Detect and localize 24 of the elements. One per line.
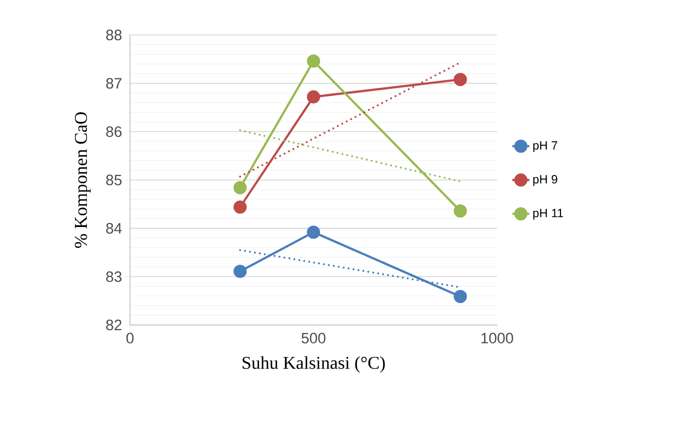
- legend-label: pH 7: [533, 141, 558, 152]
- y-axis-title: % Komponen CaO: [74, 112, 91, 248]
- point: [306, 54, 320, 68]
- x-axis-title: Suhu Kalsinasi (°C): [242, 356, 385, 373]
- point: [234, 200, 247, 214]
- point: [454, 72, 467, 86]
- legend-label: pH 9: [533, 175, 558, 186]
- x-tick-label: 0: [126, 332, 134, 344]
- point: [454, 290, 467, 304]
- point: [306, 90, 320, 104]
- y-tick-label: 85: [106, 174, 122, 186]
- x-tick-label: 1000: [481, 332, 514, 344]
- y-tick-label: 88: [106, 30, 122, 40]
- x-tick-label: 500: [302, 332, 326, 344]
- y-tick-label: 87: [106, 78, 122, 89]
- legend-label: pH 11: [533, 208, 564, 220]
- point: [306, 226, 320, 239]
- y-tick-label: 83: [106, 271, 122, 282]
- y-tick-label: 82: [106, 320, 122, 330]
- y-tick-label: 86: [106, 126, 122, 137]
- y-tick-label: 84: [106, 223, 122, 234]
- point: [234, 181, 247, 194]
- point: [454, 204, 467, 218]
- point: [234, 264, 247, 278]
